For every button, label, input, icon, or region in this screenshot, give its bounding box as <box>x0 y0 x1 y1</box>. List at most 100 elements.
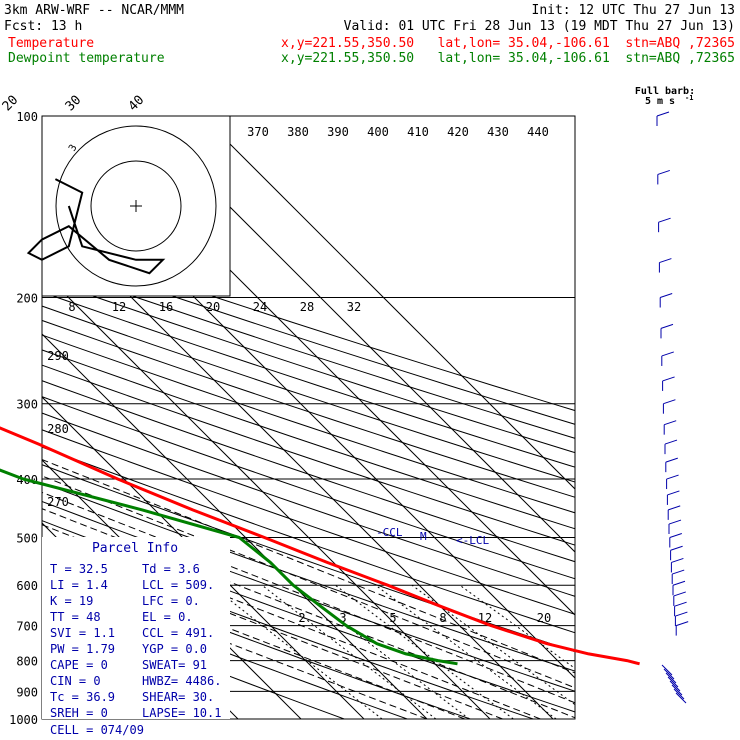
temperature-station-info: x,y=221.55,350.50 lat,lon= 35.04,-106.61… <box>281 36 735 51</box>
wind-barb-flag <box>659 258 672 264</box>
hodo-ring-label: 28 <box>300 300 314 314</box>
isotherm-label: 30 <box>63 93 85 115</box>
wind-barb-flag <box>673 591 686 597</box>
parcel-row-right: LAPSE= 10.1 <box>142 706 221 720</box>
theta-label: 440 <box>527 125 549 139</box>
wind-barb-flag <box>670 545 683 551</box>
hodo-ring-label: 8 <box>68 300 75 314</box>
parcel-row-left: CIN = 0 <box>50 674 101 688</box>
wind-barb-flag <box>671 557 684 563</box>
mixing-ratio-label: 5 <box>389 611 396 625</box>
parcel-row-right: LFC = 0. <box>142 594 200 608</box>
wind-barb-flag <box>663 399 676 405</box>
wind-barb-low <box>663 668 675 680</box>
theta-label: 430 <box>487 125 509 139</box>
dry-adiabat <box>42 238 575 412</box>
m-annotation: M <box>420 530 427 543</box>
dry-adiabat <box>42 277 575 454</box>
parcel-row-right: Td = 3.6 <box>142 562 200 576</box>
hodo-ring-label: 12 <box>112 300 126 314</box>
parcel-row-right: YGP = 0.0 <box>142 642 207 656</box>
pressure-label: 1000 <box>9 713 38 727</box>
wind-barb-low <box>667 676 679 688</box>
moist-adiabat <box>42 569 428 719</box>
isotherm <box>138 116 575 553</box>
wind-barb-low <box>675 692 687 704</box>
parcel-row-left: PW = 1.79 <box>50 642 115 656</box>
wind-barb-flag <box>672 580 686 586</box>
parcel-row-left: LI = 1.4 <box>50 578 108 592</box>
lcl-annotation: <-LCL <box>456 534 489 547</box>
plot-frame <box>41 115 576 720</box>
temperature-legend: Temperature <box>8 36 94 51</box>
wind-barb-flag <box>657 169 670 175</box>
theta-label: 390 <box>327 125 349 139</box>
hodo-marker: 3 <box>67 143 80 154</box>
full-barb-exponent: -1 <box>685 94 693 102</box>
pressure-label: 500 <box>16 531 38 545</box>
dewpoint-station-info: x,y=221.55,350.50 lat,lon= 35.04,-106.61… <box>281 51 735 66</box>
theta-label: 410 <box>407 125 429 139</box>
isotherm <box>42 396 365 719</box>
hodograph-trace <box>26 178 166 275</box>
wind-barb-flag <box>656 111 670 117</box>
wind-barb-flag <box>674 601 687 607</box>
dry-adiabat <box>42 482 575 672</box>
moist-adiabat <box>42 475 575 689</box>
hodo-ring-label: 20 <box>206 300 220 314</box>
dry-adiabat <box>42 319 575 498</box>
pressure-label: 900 <box>16 685 38 699</box>
wind-barb-flag <box>672 569 685 575</box>
axis-labels: 1002003004005006007008009001000-80-70-60… <box>0 93 551 727</box>
parcel-info-panel <box>42 537 230 719</box>
full-barb-units: 5 m s <box>645 96 675 107</box>
isotherm <box>42 270 491 719</box>
dry-adiabat <box>42 251 575 425</box>
parcel-row-left: Tc = 36.9 <box>50 690 115 704</box>
wind-barbs <box>656 111 689 704</box>
hodograph: 3 <box>26 125 217 287</box>
parcel-row-left: CAPE = 0 <box>50 658 108 672</box>
wind-barb-flag <box>669 533 682 538</box>
pressure-label: 200 <box>16 292 38 306</box>
dewpoint-line <box>0 468 458 666</box>
theta-label: 420 <box>447 125 469 139</box>
mixing-ratio-label: 2 <box>298 611 305 625</box>
theta-label-left: 280 <box>47 422 69 436</box>
parcel-cell: CELL = 074/09 <box>50 723 144 737</box>
dry-adiabat <box>42 429 575 615</box>
dry-adiabat <box>42 305 575 483</box>
wind-barb-flag <box>676 621 689 627</box>
mixing-ratio-line <box>459 584 575 670</box>
wind-barb-flag <box>666 474 679 480</box>
init-time: Init: 12 UTC Thu 27 Jun 13 <box>532 3 736 18</box>
theta-label-left: 270 <box>47 495 69 509</box>
wind-barb-flag <box>660 293 673 298</box>
hodo-ring-label: 32 <box>347 300 361 314</box>
dry-adiabat <box>42 396 575 580</box>
theta-label: 370 <box>247 125 269 139</box>
mixing-ratio-label: 3 <box>339 611 346 625</box>
isotherm <box>201 116 575 490</box>
isotherm <box>42 333 428 719</box>
theta-label: 400 <box>367 125 389 139</box>
theta-label-left: 290 <box>47 349 69 363</box>
parcel-row-left: SVI = 1.1 <box>50 626 115 640</box>
dry-adiabat <box>42 412 575 597</box>
parcel-row-left: SREH = 0 <box>50 706 108 720</box>
parcel-row-right: EL = 0. <box>142 610 193 624</box>
hodo-ring-outer <box>55 125 217 287</box>
dry-adiabat <box>42 464 575 653</box>
parcel-row-left: TT = 48 <box>50 610 101 624</box>
valid-time: Valid: 01 UTC Fri 28 Jun 13 (19 MDT Thu … <box>344 19 735 34</box>
wind-barb-flag <box>660 323 674 329</box>
parcel-row-right: SHEAR= 30. <box>142 690 214 704</box>
wind-barb-flag <box>668 505 681 511</box>
pressure-label: 600 <box>16 579 38 593</box>
pressure-label: 100 <box>16 110 38 124</box>
parcel-row-right: LCL = 509. <box>142 578 214 592</box>
parcel-info-title: Parcel Info <box>92 541 178 556</box>
mixing-ratio-line <box>334 584 514 719</box>
dry-adiabat <box>42 334 575 514</box>
